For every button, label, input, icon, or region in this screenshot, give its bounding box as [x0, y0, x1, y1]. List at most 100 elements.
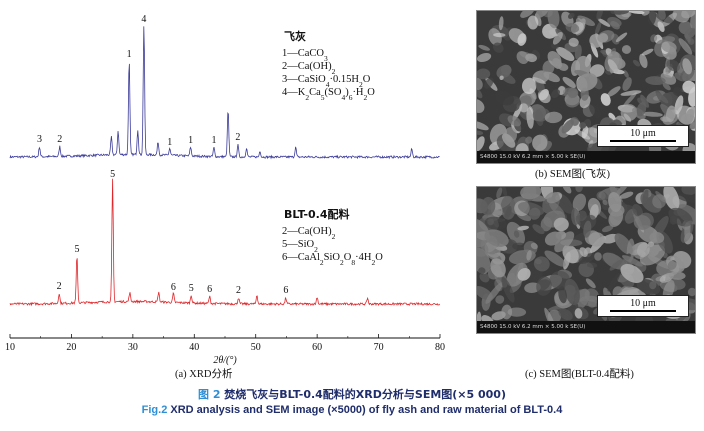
- sem-particle: [501, 187, 508, 197]
- figure-tag: 图 2: [197, 388, 221, 401]
- scale-bar: [610, 310, 676, 312]
- sem-particle: [578, 253, 596, 265]
- sem-particle: [666, 59, 680, 72]
- sem-particle: [530, 242, 538, 250]
- sem-particle: [484, 229, 509, 247]
- sem-particle: [577, 210, 587, 222]
- sem-particle: [507, 272, 516, 286]
- sem-particle: [526, 250, 532, 261]
- sem-particle: [495, 90, 515, 106]
- sem-particle: [558, 308, 573, 321]
- peak-label: 1: [127, 49, 132, 60]
- sem-particle: [496, 64, 512, 79]
- legend-entry: 2—Ca(OH)2: [282, 226, 336, 241]
- x-tick-label: 30: [128, 342, 138, 353]
- sem-particle: [583, 220, 592, 238]
- sem-particle: [685, 33, 691, 43]
- sem-particle: [641, 11, 650, 16]
- sem-particle: [552, 57, 563, 69]
- panel-a-caption: (a) XRD分析: [175, 369, 233, 380]
- legend-entry: 5—SiO2: [282, 239, 318, 254]
- sem-particle: [610, 11, 629, 15]
- sem-particle: [576, 73, 598, 92]
- peak-label: 1: [167, 137, 172, 148]
- sem-particle: [492, 42, 504, 53]
- sem-particle: [607, 272, 621, 292]
- sem-particle: [536, 276, 552, 296]
- sem-particle: [478, 44, 490, 51]
- sem-particle: [649, 281, 657, 290]
- sem-particle: [519, 103, 529, 113]
- sem-particle: [505, 206, 512, 219]
- sem-particle: [574, 44, 582, 60]
- sem-particle: [490, 258, 506, 278]
- peak-label: 6: [283, 285, 288, 296]
- sem-particle: [564, 278, 580, 306]
- sem-particle: [477, 68, 491, 80]
- sem-particle: [477, 120, 489, 131]
- x-tick-label: 20: [66, 342, 76, 353]
- sem-particle: [543, 71, 560, 83]
- sem-particle: [602, 225, 614, 233]
- xrd-series-line: [9, 26, 440, 160]
- sem-particle: [608, 112, 616, 122]
- sem-particle: [571, 208, 580, 226]
- legend-title: 飞灰: [284, 29, 306, 43]
- peak-label: 2: [57, 281, 62, 292]
- sem-particle: [478, 267, 486, 275]
- sem-particle: [632, 203, 643, 218]
- scale-bar-box: 10 μm: [597, 125, 689, 147]
- sem-particle: [574, 308, 583, 319]
- sem-particle: [620, 90, 642, 96]
- sem-particle: [596, 191, 606, 201]
- sem-particle: [517, 225, 530, 231]
- sem-particle: [642, 189, 649, 206]
- sem-particle: [561, 119, 574, 134]
- figure-tag: Fig.2: [141, 404, 168, 416]
- sem-particle: [649, 231, 665, 244]
- sem-particle: [525, 136, 533, 144]
- sem-image-fly-ash: 10 μm S4800 15.0 kV 6.2 mm × 5.00 k SE(U…: [476, 10, 696, 164]
- x-axis: 10 20 30 40 50 60 70 80 2θ/(°): [5, 334, 445, 366]
- sem-particle: [477, 99, 485, 113]
- sem-particle: [602, 199, 608, 206]
- sem-particle: [542, 191, 560, 214]
- sem-particle: [562, 187, 572, 194]
- sem-particle: [558, 286, 567, 304]
- sem-info-bar: S4800 15.0 kV 6.2 mm × 5.00 k SE(U): [477, 151, 695, 163]
- sem-particle: [575, 187, 583, 193]
- sem-particle: [487, 218, 494, 226]
- sem-particle: [577, 15, 596, 27]
- sem-particle: [501, 277, 515, 303]
- figure-caption-cn: 图 2 焚烧飞灰与BLT-0.4配料的XRD分析与SEM图(×5 000): [0, 386, 704, 402]
- peak-label: 2: [235, 132, 240, 143]
- sem-particle: [480, 196, 496, 216]
- sem-particle: [520, 187, 542, 200]
- sem-particle: [517, 33, 527, 46]
- peak-label: 5: [110, 169, 115, 180]
- sem-particle: [551, 89, 560, 99]
- peak-labels: 3 2 1 4 1 1 1 2 2 5 5 6 5 6 2 6: [37, 14, 288, 296]
- sem-particle: [607, 86, 621, 97]
- sem-particle: [668, 207, 693, 227]
- scale-label: 10 μm: [630, 128, 656, 139]
- sem-particle: [567, 87, 579, 99]
- sem-particle: [608, 208, 624, 227]
- sem-particle: [579, 247, 588, 257]
- sem-particle: [496, 187, 503, 199]
- sem-particle: [608, 192, 622, 212]
- x-tick-label: 70: [374, 342, 384, 353]
- sem-particle: [662, 82, 671, 91]
- sem-particle: [621, 255, 643, 267]
- sem-particle: [579, 122, 587, 129]
- sem-info-bar: S4800 15.0 kV 6.2 mm × 5.00 k SE(U): [477, 321, 695, 333]
- scale-bar: [610, 140, 676, 142]
- sem-particle: [552, 31, 563, 45]
- sem-particle: [678, 38, 693, 55]
- sem-particle: [477, 237, 489, 257]
- sem-particle: [567, 12, 575, 19]
- sem-particle: [600, 93, 611, 106]
- sem-particle: [632, 59, 641, 67]
- peak-label: 2: [236, 285, 241, 296]
